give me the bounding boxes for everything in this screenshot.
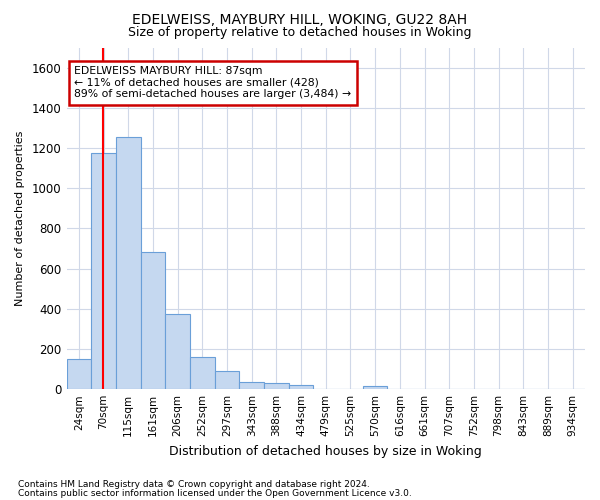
Bar — [215, 371, 239, 389]
Bar — [239, 382, 264, 389]
Bar — [166, 314, 190, 389]
Bar — [363, 386, 388, 389]
Y-axis label: Number of detached properties: Number of detached properties — [15, 130, 25, 306]
Bar — [91, 153, 116, 389]
Bar — [116, 137, 140, 389]
Bar — [190, 357, 215, 389]
Text: Size of property relative to detached houses in Woking: Size of property relative to detached ho… — [128, 26, 472, 39]
Bar — [67, 359, 91, 389]
Bar — [264, 383, 289, 389]
Text: Contains HM Land Registry data © Crown copyright and database right 2024.: Contains HM Land Registry data © Crown c… — [18, 480, 370, 489]
Bar — [140, 252, 166, 389]
X-axis label: Distribution of detached houses by size in Woking: Distribution of detached houses by size … — [169, 444, 482, 458]
Bar — [289, 385, 313, 389]
Text: EDELWEISS, MAYBURY HILL, WOKING, GU22 8AH: EDELWEISS, MAYBURY HILL, WOKING, GU22 8A… — [133, 12, 467, 26]
Text: Contains public sector information licensed under the Open Government Licence v3: Contains public sector information licen… — [18, 488, 412, 498]
Text: EDELWEISS MAYBURY HILL: 87sqm
← 11% of detached houses are smaller (428)
89% of : EDELWEISS MAYBURY HILL: 87sqm ← 11% of d… — [74, 66, 352, 100]
